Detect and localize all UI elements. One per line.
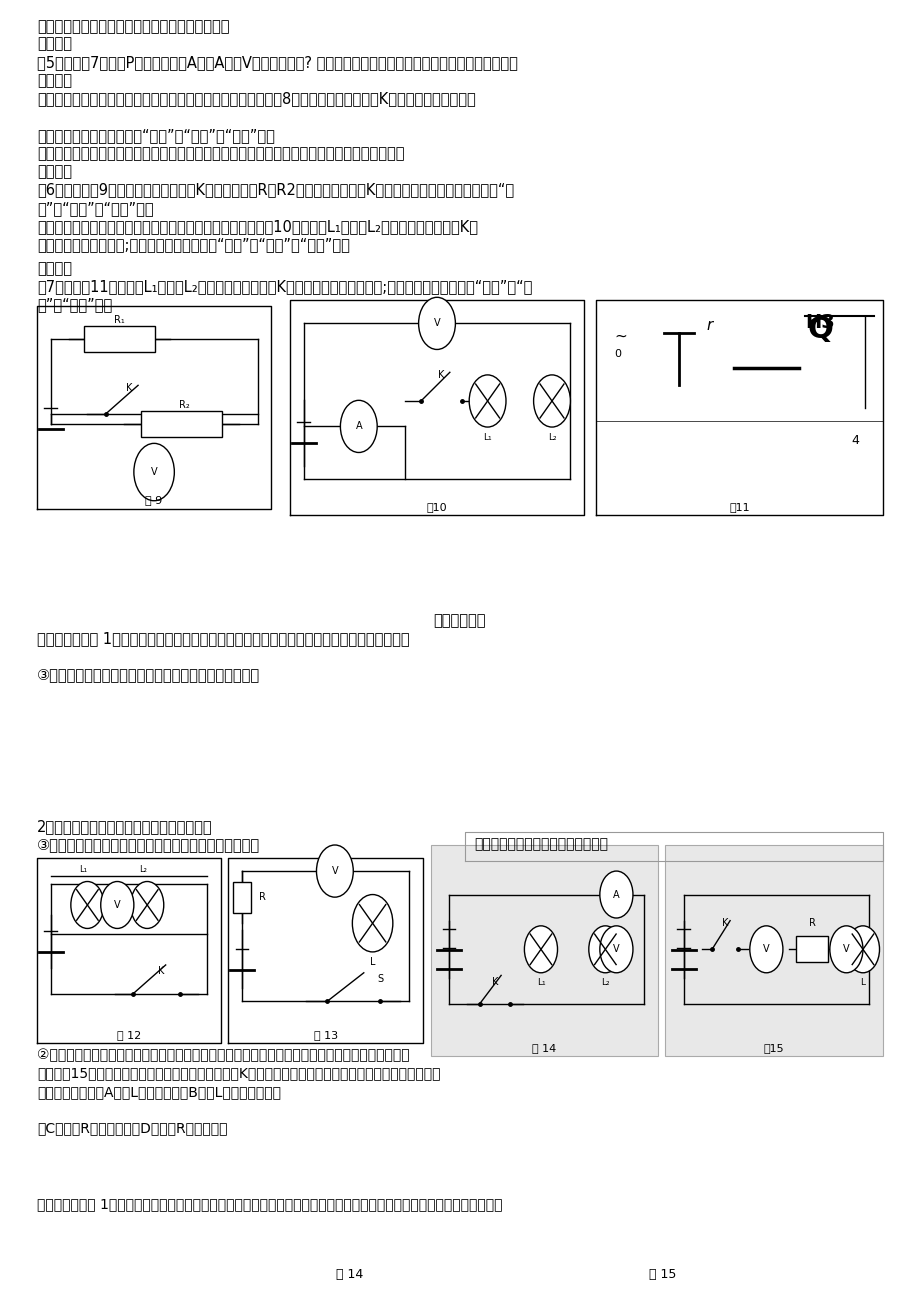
Bar	[664, 845, 882, 1056]
Text: 针对练习: 针对练习	[37, 37, 72, 52]
Text: R₁: R₁	[114, 316, 125, 326]
Text: 分析：先看好开关断开和闭合是分别是什么电路，最好画出等效电路，然后根据欧姆定律判断。: 分析：先看好开关断开和闭合是分别是什么电路，最好画出等效电路，然后根据欧姆定律判…	[37, 146, 403, 162]
Text: 则当时与电流表并联的部分断开了。: 则当时与电流表并联的部分断开了。	[473, 837, 607, 852]
Text: L₁: L₁	[79, 866, 86, 875]
Circle shape	[829, 926, 862, 973]
Text: ~: ~	[614, 329, 627, 344]
Text: 4: 4	[851, 433, 858, 446]
Text: V: V	[762, 944, 769, 955]
Text: V: V	[612, 944, 619, 955]
Text: 开时，电压表的示数将;电流表的示数将（选填“增大”、“不变”或“减小”）。: 开时，电压表的示数将;电流表的示数将（选填“增大”、“不变”或“减小”）。	[37, 237, 349, 253]
Text: （7）、在图11中，灯泡L₁和灯泡L₂是联连接的。当开关K断开时，电压表的示数将;电流表的示数将（选填“增大”、“不: （7）、在图11中，灯泡L₁和灯泡L₂是联连接的。当开关K断开时，电压表的示数将…	[37, 279, 531, 295]
Text: 图 14: 图 14	[335, 1267, 363, 1281]
Text: 则，如图15所示的电路中，电源电压不变，当断开关K，电路处于工作，一段时间后，发现其中一电压表示: 则，如图15所示的电路中，电源电压不变，当断开关K，电路处于工作，一段时间后，发…	[37, 1067, 440, 1081]
Text: 图 13: 图 13	[313, 1030, 337, 1041]
Circle shape	[134, 443, 175, 501]
Circle shape	[352, 895, 392, 952]
Text: A: A	[612, 889, 619, 900]
Bar	[430, 845, 657, 1056]
Text: 图10: 图10	[426, 502, 447, 512]
Text: K: K	[721, 918, 727, 928]
Text: （6）、在如图9所示的电路中，当开关K断开时，电阴R与R2是联连接的。开关K闭合时，电压表的示数将（选填“变: （6）、在如图9所示的电路中，当开关K断开时，电阴R与R2是联连接的。开关K闭合…	[37, 183, 514, 198]
Text: r: r	[706, 317, 712, 333]
Text: 2、具体到那一部分断路，有两种判断方式：: 2、具体到那一部分断路，有两种判断方式：	[37, 819, 212, 835]
Text: 二、短路的判断 1、串联电路或者串联部分中一部分用电器不能正常工作，其他部分用电器能正常工作，则不能正常工作的部: 二、短路的判断 1、串联电路或者串联部分中一部分用电器不能正常工作，其他部分用电…	[37, 1197, 502, 1211]
Text: V: V	[151, 467, 157, 477]
Text: H3: H3	[804, 313, 834, 333]
Circle shape	[533, 376, 570, 428]
Text: Q: Q	[807, 314, 833, 344]
Text: L: L	[859, 978, 865, 987]
Text: （C）电阴R可能断路。（D）电阴R可能短路。: （C）电阴R可能断路。（D）电阴R可能短路。	[37, 1121, 227, 1136]
Circle shape	[101, 882, 134, 928]
Text: 小”、“不变”或“变大”）。: 小”、“不变”或“变大”）。	[37, 201, 153, 216]
Circle shape	[599, 926, 632, 973]
Text: L: L	[369, 957, 375, 968]
Text: V: V	[114, 900, 120, 910]
Circle shape	[599, 871, 632, 918]
Text: K: K	[158, 966, 164, 977]
Text: 0: 0	[614, 349, 621, 360]
Text: 图11: 图11	[729, 502, 749, 512]
Text: 针对练习: 针对练习	[37, 164, 72, 180]
Text: 图 14: 图 14	[531, 1043, 556, 1054]
Bar	[796, 936, 828, 962]
Text: V: V	[331, 866, 338, 876]
Text: 图 9: 图 9	[145, 496, 163, 506]
Text: K: K	[438, 369, 444, 379]
Circle shape	[71, 882, 104, 928]
Text: R: R	[808, 918, 815, 928]
Text: L₁: L₁	[536, 978, 545, 987]
Circle shape	[588, 926, 621, 973]
Text: 图 15: 图 15	[648, 1267, 675, 1281]
Text: 图 12: 图 12	[117, 1030, 141, 1041]
Text: ③把电流表分别与各部分并联，如其他部分能正常工作，: ③把电流表分别与各部分并联，如其他部分能正常工作，	[37, 668, 260, 683]
Circle shape	[845, 926, 879, 973]
Text: 数变大，则（）（A）灯L可能变亮。（B）灯L亮度可能不变。: 数变大，则（）（A）灯L可能变亮。（B）灯L亮度可能不变。	[37, 1085, 280, 1099]
Bar	[85, 326, 154, 352]
Text: V: V	[433, 318, 440, 329]
Text: V: V	[842, 944, 849, 955]
Text: 图15: 图15	[763, 1043, 784, 1054]
Text: （二）、并联电路中开关的断开或闭合引起的变化例四、在图10中，灯泡L₁和灯泡L₂是联连接的。当开关K断: （二）、并联电路中开关的断开或闭合引起的变化例四、在图10中，灯泡L₁和灯泡L₂…	[37, 219, 477, 235]
Text: ②把电压表分别和各处并联，则有示数且比较大（常表述为等于电源电压），处断路（电源除外）；: ②把电压表分别和各处并联，则有示数且比较大（常表述为等于电源电压），处断路（电源…	[37, 1048, 409, 1063]
Text: L₂: L₂	[600, 978, 609, 987]
Text: ③把电流表分别与各部分并联，如其他部分能正常工作，: ③把电流表分别与各部分并联，如其他部分能正常工作，	[37, 837, 260, 853]
Circle shape	[130, 882, 164, 928]
Text: 一、断路的判断 1、如果电路中用电器不工作（常是灯不亮），且电路中无电流，则电路断路。: 一、断路的判断 1、如果电路中用电器不工作（常是灯不亮），且电路中无电流，则电路…	[37, 631, 409, 647]
Text: （三）、串联电路中开关的断开或闭合引起的变化例三、在如图8所示的电路中，将开关K闭合，则电流表的示数: （三）、串联电路中开关的断开或闭合引起的变化例三、在如图8所示的电路中，将开关K…	[37, 91, 475, 107]
Text: R: R	[258, 892, 265, 902]
Text: 将，电压表的示数将（均填“变大”、“变小”或“不变”）。: 将，电压表的示数将（均填“变大”、“变小”或“不变”）。	[37, 128, 275, 143]
Text: R₂: R₂	[178, 400, 189, 411]
Text: 针对练习: 针对练习	[37, 261, 72, 276]
Text: K: K	[126, 382, 131, 393]
Text: A: A	[355, 421, 362, 432]
Circle shape	[749, 926, 782, 973]
Bar	[233, 882, 251, 913]
Bar	[142, 411, 221, 437]
Text: 变”或“减小”）。: 变”或“减小”）。	[37, 297, 112, 313]
Text: S: S	[377, 974, 382, 985]
Circle shape	[524, 926, 557, 973]
Text: K: K	[492, 977, 497, 987]
Circle shape	[469, 376, 505, 428]
Circle shape	[418, 297, 455, 349]
Text: L₂: L₂	[139, 866, 146, 875]
Text: 电路故障部分: 电路故障部分	[433, 613, 486, 629]
Circle shape	[316, 845, 353, 897]
Text: L₁: L₁	[482, 433, 492, 442]
Circle shape	[340, 400, 377, 452]
Text: L₂: L₂	[547, 433, 556, 442]
Text: 量的变化: 量的变化	[37, 73, 72, 89]
Text: （5）、如图7当滑片P向右移动时，A表、A表和V表将如何变化? 第二种类型：开关的断开或闭合引起电路中电学物理: （5）、如图7当滑片P向右移动时，A表、A表和V表将如何变化? 第二种类型：开关…	[37, 55, 517, 70]
Text: 断的再用电路的电流、电压、和电阴的关系判断。: 断的再用电路的电流、电压、和电阴的关系判断。	[37, 20, 229, 35]
